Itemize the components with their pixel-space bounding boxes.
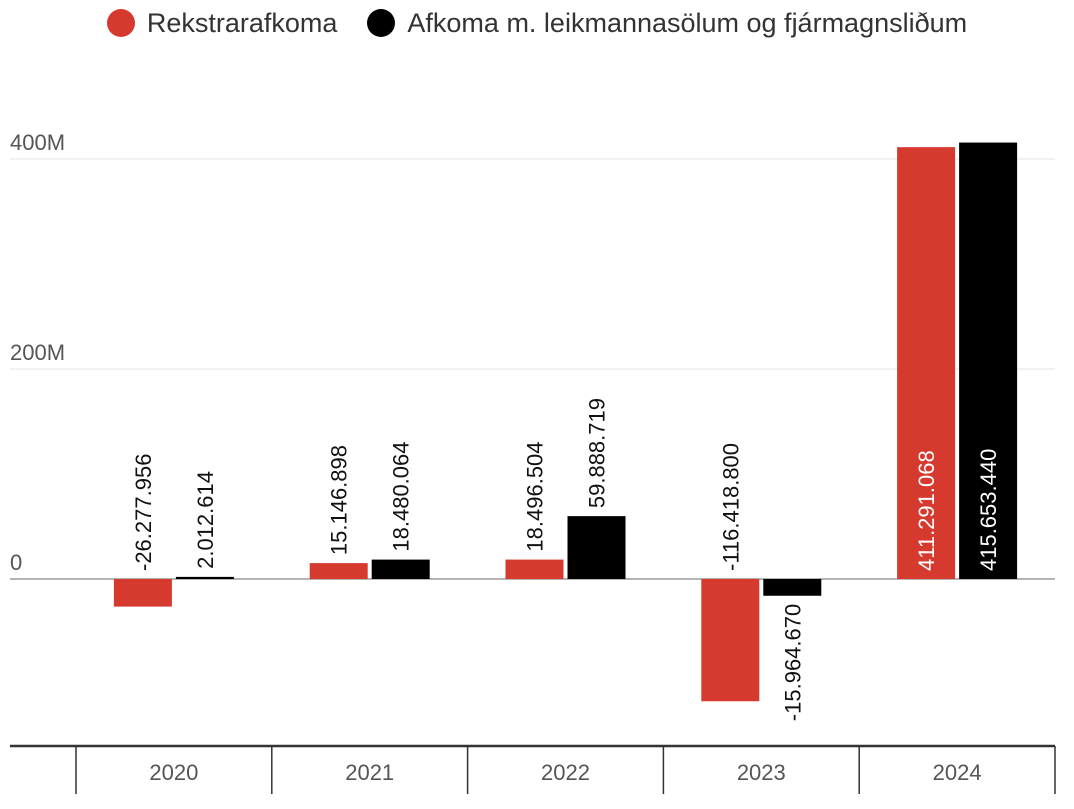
data-label: 415.653.440 xyxy=(976,449,1001,571)
data-label: 2.012.614 xyxy=(193,471,218,569)
x-tick-label: 2020 xyxy=(149,760,198,785)
bar-2022-series-1 xyxy=(505,559,564,579)
legend-swatch-black xyxy=(367,9,396,37)
bar-2021-series-1 xyxy=(309,563,368,579)
y-tick-label: 0 xyxy=(10,550,22,575)
x-tick-label: 2022 xyxy=(541,760,590,785)
legend-item-rekstrarafkoma[interactable]: Rekstrarafkoma xyxy=(106,7,338,39)
x-tick-label: 2023 xyxy=(737,760,786,785)
legend-item-afkoma[interactable]: Afkoma m. leikmannasölum og fjármagnslið… xyxy=(367,8,967,39)
legend-swatch-red xyxy=(106,9,135,37)
bar-2024-series-1 xyxy=(897,147,956,579)
bar-2022-series-2 xyxy=(567,516,626,579)
bar-2021-series-2 xyxy=(371,559,430,579)
bar-2020-series-1 xyxy=(113,579,172,607)
bar-2024-series-2 xyxy=(959,142,1018,579)
data-label: -15.964.670 xyxy=(780,604,805,721)
data-label: -116.418.800 xyxy=(718,443,743,571)
data-label: 18.480.064 xyxy=(389,441,414,551)
x-tick-label: 2024 xyxy=(933,760,982,785)
data-label: 59.888.719 xyxy=(585,398,610,508)
legend-label: Afkoma m. leikmannasölum og fjármagnslið… xyxy=(407,7,968,38)
y-tick-label: 400M xyxy=(10,130,65,155)
bar-2020-series-2 xyxy=(175,576,234,579)
data-label: -26.277.956 xyxy=(131,454,156,571)
bar-2023-series-2 xyxy=(763,579,822,596)
legend: Rekstrarafkoma Afkoma m. leikmannasölum … xyxy=(0,0,1074,46)
data-label: 18.496.504 xyxy=(523,441,548,551)
x-tick-label: 2021 xyxy=(345,760,394,785)
data-label: 411.291.068 xyxy=(914,450,939,571)
data-label: 15.146.898 xyxy=(327,445,352,555)
legend-label: Rekstrarafkoma xyxy=(146,7,338,38)
y-tick-label: 200M xyxy=(10,340,65,365)
bar-2023-series-1 xyxy=(701,579,760,702)
